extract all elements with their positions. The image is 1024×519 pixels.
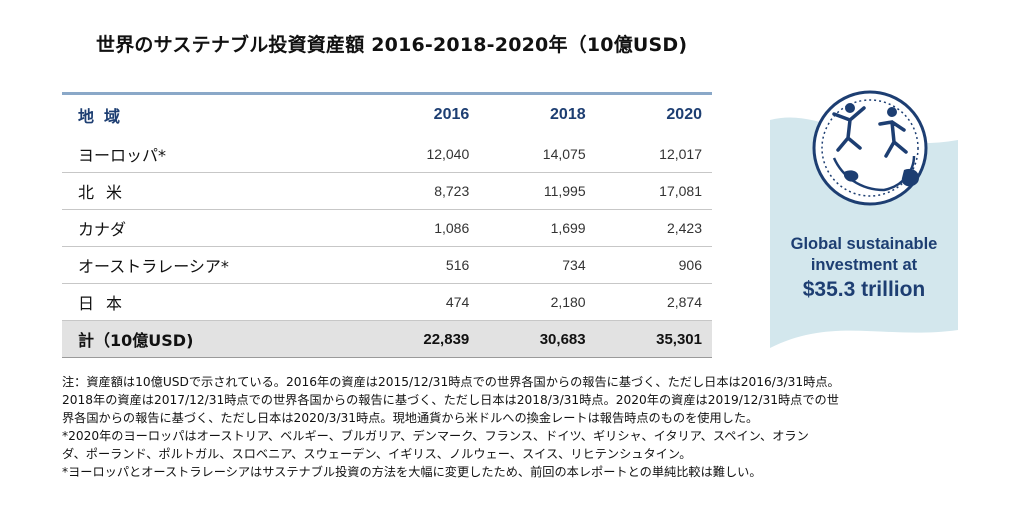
region-cell: オーストラレーシア* xyxy=(78,257,229,276)
column-header-2016: 2016 xyxy=(433,106,470,124)
footnote-line: 2018年の資産は2017/12/31時点での世界各国からの報告に基づく、ただし… xyxy=(62,393,839,407)
investment-table: 地域 2016 2018 2020 ヨーロッパ* 12,040 14,075 1… xyxy=(62,92,712,358)
table-header-row: 地域 2016 2018 2020 xyxy=(62,93,712,136)
badge-line-2: investment at xyxy=(810,256,918,274)
value-cell-2018: 11,995 xyxy=(543,183,586,199)
badge-text: Global sustainable investment at $35.3 t… xyxy=(764,234,964,304)
footnote-line: *2020年のヨーロッパはオーストリア、ベルギー、ブルガリア、デンマーク、フラン… xyxy=(62,429,809,443)
footnote-line: *ヨーロッパとオーストラレーシアはサステナブル投資の方法を大幅に変更したため、前… xyxy=(62,465,762,479)
value-cell-2018: 1,699 xyxy=(550,220,586,236)
global-investment-badge: Global sustainable investment at $35.3 t… xyxy=(764,78,964,350)
value-cell-2018: 2,180 xyxy=(550,294,586,310)
value-cell-2016: 474 xyxy=(445,294,470,310)
badge-graphic xyxy=(770,90,958,348)
value-cell-2020: 906 xyxy=(678,257,702,273)
total-cell-2020: 35,301 xyxy=(656,330,702,348)
footnotes: 注：資産額は10億USDで示されている。2016年の資産は2015/12/31時… xyxy=(62,373,992,481)
globe-with-people-icon xyxy=(812,90,928,206)
value-cell-2020: 17,081 xyxy=(659,183,702,199)
value-cell-2020: 12,017 xyxy=(659,145,702,162)
value-cell-2016: 516 xyxy=(445,257,470,273)
investment-table-container: 地域 2016 2018 2020 ヨーロッパ* 12,040 14,075 1… xyxy=(62,92,712,358)
value-cell-2016: 8,723 xyxy=(434,183,470,199)
table-row-canada: カナダ 1,086 1,699 2,423 xyxy=(62,209,712,247)
value-cell-2020: 2,874 xyxy=(666,294,702,310)
total-cell-2016: 22,839 xyxy=(423,330,470,348)
table-row-australasia: オーストラレーシア* 516 734 906 xyxy=(62,246,712,284)
badge-line-3: $35.3 trillion xyxy=(802,278,926,301)
region-cell: 日本 xyxy=(78,294,135,313)
table-row-north-america: 北米 8,723 11,995 17,081 xyxy=(62,172,712,210)
value-cell-2016: 1,086 xyxy=(434,220,470,236)
total-label-cell: 計（10億USD) xyxy=(78,331,194,350)
table-row-europe: ヨーロッパ* 12,040 14,075 12,017 xyxy=(62,136,712,173)
column-header-region: 地域 xyxy=(78,109,131,127)
footnote-line: 界各国からの報告に基づく、ただし日本は2020/3/31時点。現地通貨から米ドル… xyxy=(62,411,759,425)
table-row-total: 計（10億USD) 22,839 30,683 35,301 xyxy=(62,320,712,358)
value-cell-2020: 2,423 xyxy=(666,220,702,236)
value-cell-2016: 12,040 xyxy=(426,145,470,162)
page-title: 世界のサステナブル投資資産額 2016-2018-2020年（10億USD) xyxy=(96,34,688,56)
total-cell-2018: 30,683 xyxy=(539,330,586,348)
column-header-2020: 2020 xyxy=(666,106,702,124)
footnote-line: 注：資産額は10億USDで示されている。2016年の資産は2015/12/31時… xyxy=(62,375,840,389)
value-cell-2018: 734 xyxy=(562,257,586,273)
table-row-japan: 日本 474 2,180 2,874 xyxy=(62,283,712,321)
value-cell-2018: 14,075 xyxy=(542,145,586,162)
badge-line-1: Global sustainable xyxy=(790,235,938,253)
region-cell: ヨーロッパ* xyxy=(78,145,167,165)
region-cell: 北米 xyxy=(78,183,135,202)
footnote-line: ダ、ポーランド、ポルトガル、スロベニア、スウェーデン、イギリス、ノルウェー、スイ… xyxy=(62,447,692,461)
region-cell: カナダ xyxy=(78,220,127,239)
column-header-2018: 2018 xyxy=(550,106,586,124)
